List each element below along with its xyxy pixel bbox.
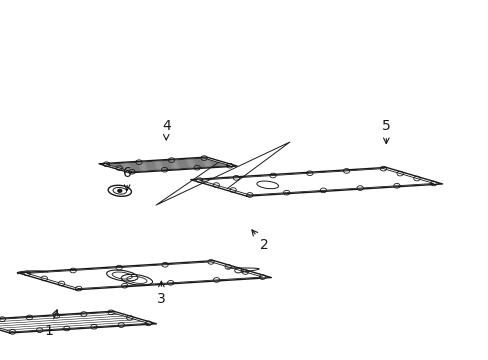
Circle shape xyxy=(118,189,122,192)
Text: 3: 3 xyxy=(157,281,165,306)
Text: 5: 5 xyxy=(381,119,390,144)
Text: 2: 2 xyxy=(251,230,268,252)
Text: 6: 6 xyxy=(122,166,131,190)
Text: 1: 1 xyxy=(44,310,58,338)
Text: 4: 4 xyxy=(162,119,170,140)
